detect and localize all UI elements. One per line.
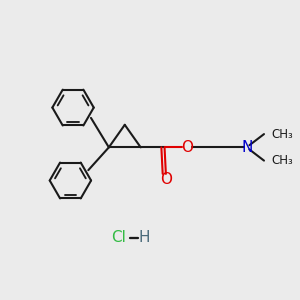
Text: O: O [181, 140, 193, 155]
Text: O: O [160, 172, 172, 187]
Text: H: H [139, 230, 150, 245]
Text: CH₃: CH₃ [272, 128, 293, 141]
Text: N: N [241, 140, 252, 155]
Text: Cl: Cl [111, 230, 126, 245]
Text: CH₃: CH₃ [272, 154, 293, 167]
